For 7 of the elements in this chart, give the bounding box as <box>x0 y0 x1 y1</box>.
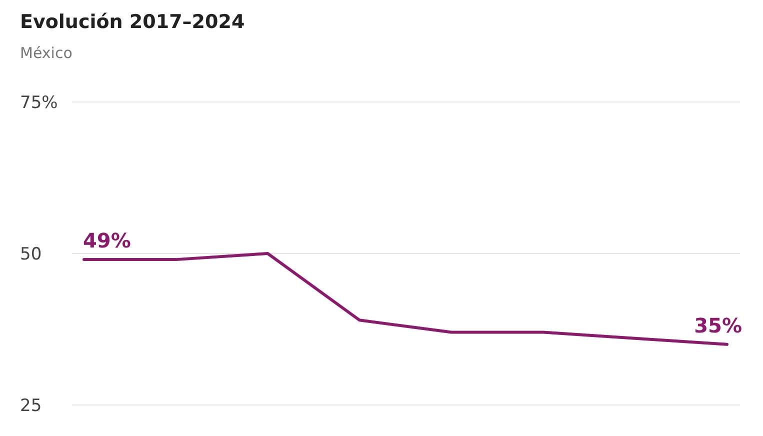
y-tick-label: 25 <box>20 396 42 416</box>
data-label: 35% <box>694 313 742 338</box>
y-tick-label: 50 <box>20 244 42 264</box>
data-label: 49% <box>83 228 131 253</box>
y-tick-label: 75% <box>20 93 58 113</box>
chart-title: Evolución 2017–2024 <box>20 11 245 33</box>
chart-subtitle: México <box>20 44 72 62</box>
